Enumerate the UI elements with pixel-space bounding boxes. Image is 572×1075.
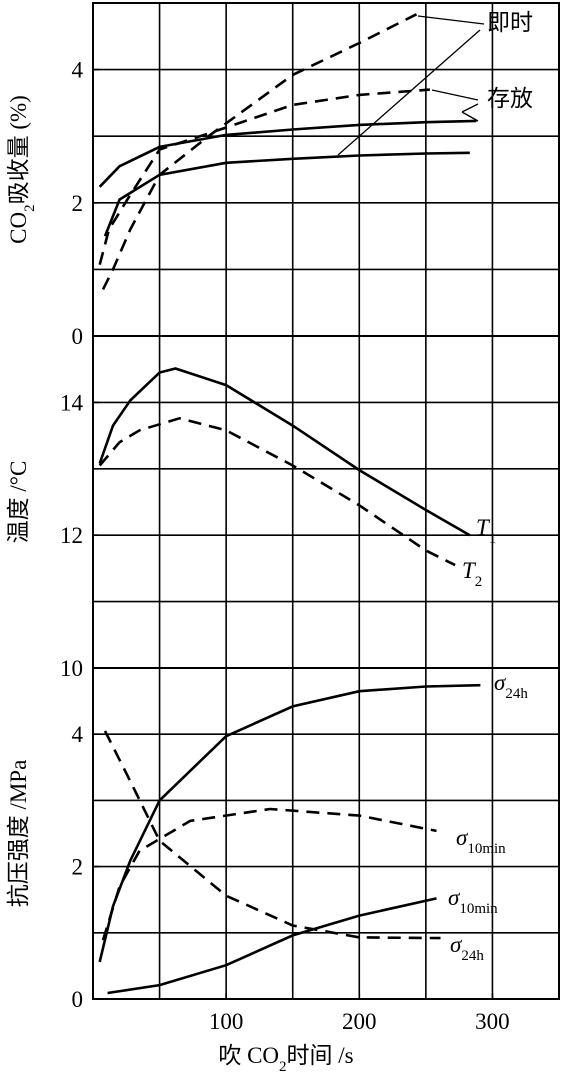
leader-line <box>337 29 481 156</box>
annotation: σ10min <box>448 885 498 917</box>
text-part: σ <box>448 885 461 910</box>
text-part: 2 <box>475 574 483 590</box>
text-part: 10min <box>467 841 506 857</box>
y-tick-label: 12 <box>60 523 83 548</box>
x-axis-label: 吹 CO2时间 /s <box>218 1043 353 1075</box>
y-axis-label: 温度 /°C <box>6 461 31 544</box>
text-part: 2 <box>279 1059 287 1075</box>
text-part: σ <box>456 825 469 850</box>
text-part: 吹 CO <box>218 1043 279 1068</box>
text-part: 24h <box>505 686 528 702</box>
data-line <box>98 88 430 266</box>
leader-line <box>461 111 479 122</box>
data-line <box>107 897 437 995</box>
annotation: σ24h <box>450 932 484 964</box>
data-line <box>98 416 456 567</box>
x-tick-label: 300 <box>475 1009 510 1034</box>
leader-lines <box>337 15 485 156</box>
text-part: 时间 /s <box>287 1043 354 1068</box>
data-line <box>98 683 481 963</box>
annotation: 即时 <box>487 10 533 35</box>
annotation: T1 <box>476 515 496 547</box>
y-axis-label: CO2吸收量 (%) <box>6 95 38 244</box>
leader-line <box>461 103 479 113</box>
text-part: 2 <box>22 204 38 212</box>
leader-line <box>417 15 485 25</box>
text-part: T <box>476 515 491 540</box>
data-line <box>101 13 418 290</box>
text-part: CO <box>6 212 31 244</box>
annotation: T2 <box>462 558 482 590</box>
text-part: 存放 <box>487 86 533 111</box>
y-tick-label: 14 <box>60 390 84 415</box>
x-tick-label: 200 <box>342 1009 377 1034</box>
y-tick-label: 2 <box>72 855 84 880</box>
text-part: σ <box>450 932 463 957</box>
text-part: 即时 <box>487 10 533 35</box>
data-line <box>103 151 470 237</box>
panel-frame <box>92 667 560 1000</box>
y-tick-label: 10 <box>60 656 83 681</box>
annotation: 存放 <box>487 86 533 111</box>
text-part: 吸收量 (%) <box>6 95 31 204</box>
y-tick-label: 0 <box>72 987 84 1012</box>
text-part: σ <box>494 670 507 695</box>
data-line <box>98 119 477 188</box>
annotation: σ10min <box>456 825 506 857</box>
y-axis-label: 抗压强度 /MPa <box>6 760 31 908</box>
y-tick-label: 0 <box>72 324 84 349</box>
text-part: 温度 /°C <box>6 461 31 544</box>
data-line <box>101 807 437 941</box>
text-part: T <box>462 558 477 583</box>
y-tick-label: 4 <box>72 722 84 747</box>
x-tick-label: 100 <box>209 1009 244 1034</box>
annotation: σ24h <box>494 670 528 702</box>
text-part: 24h <box>461 948 484 964</box>
panel-frame <box>92 2 560 337</box>
y-tick-label: 4 <box>72 58 84 83</box>
text-part: 1 <box>489 531 497 547</box>
data-line <box>103 730 441 940</box>
text-part: 10min <box>459 901 498 917</box>
panel-frame <box>92 335 560 669</box>
text-part: 抗压强度 /MPa <box>6 760 31 908</box>
leader-line <box>431 89 479 101</box>
y-tick-label: 2 <box>72 191 84 216</box>
data-line <box>98 367 471 537</box>
